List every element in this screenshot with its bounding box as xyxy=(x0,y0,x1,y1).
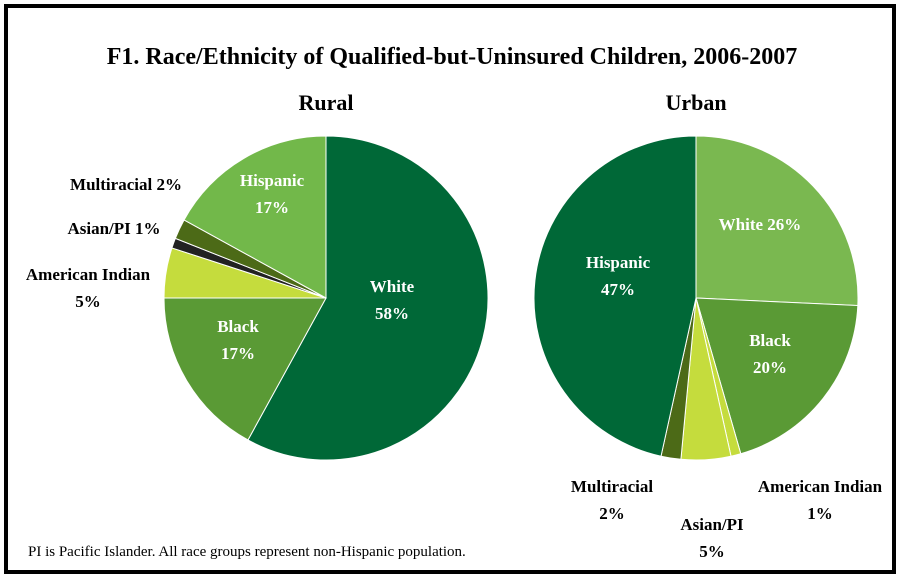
rural-label-american-indian: American Indian 5% xyxy=(26,265,151,311)
chart-title: F1. Race/Ethnicity of Qualified-but-Unin… xyxy=(107,44,798,70)
urban-label-multiracial-line: Multiracial xyxy=(571,477,653,496)
urban-label-american-indian: American Indian 1% xyxy=(758,477,883,523)
urban-label-black-line: Black xyxy=(749,331,791,350)
urban-slice-hispanic xyxy=(533,135,697,457)
urban-label-hispanic-line: Hispanic xyxy=(586,253,651,272)
rural-label-multiracial: Multiracial 2% xyxy=(70,175,182,194)
rural-label-white-line: White xyxy=(370,277,415,296)
rural-pie: White 58% Black 17% American Indian 5% Asian/P… xyxy=(26,135,489,461)
urban-label-multiracial-line: 2% xyxy=(599,504,625,523)
rural-label-white: White 58% xyxy=(370,277,415,323)
rural-pie-title: Rural xyxy=(299,90,354,115)
rural-slice-hispanic xyxy=(183,135,327,299)
urban-pie: White 26% Black 20% American Indian 1% Asian/… xyxy=(533,135,883,561)
rural-label-hispanic: Hispanic 17% xyxy=(240,171,305,217)
urban-label-american-indian-line: 1% xyxy=(807,504,833,523)
rural-label-american-indian-line: 5% xyxy=(75,292,101,311)
footnote: PI is Pacific Islander. All race groups … xyxy=(28,544,466,560)
urban-label-asian-pi-line: 5% xyxy=(699,542,725,561)
rural-label-american-indian-line: American Indian xyxy=(26,265,151,284)
urban-label-american-indian-line: American Indian xyxy=(758,477,883,496)
urban-label-hispanic-line: 47% xyxy=(601,280,635,299)
rural-label-hispanic-line: 17% xyxy=(255,198,289,217)
urban-label-white-line: White 26% xyxy=(719,215,802,234)
rural-label-white-line: 58% xyxy=(375,304,409,323)
urban-label-hispanic: Hispanic 47% xyxy=(586,253,651,299)
urban-label-white: White 26% xyxy=(719,215,802,234)
urban-pie-title: Urban xyxy=(665,90,726,115)
rural-slice-white xyxy=(247,135,489,461)
urban-label-asian-pi-line: Asian/PI xyxy=(680,515,744,534)
rural-label-multiracial-line: Multiracial 2% xyxy=(70,175,182,194)
rural-slice-black xyxy=(163,297,327,441)
rural-label-hispanic-line: Hispanic xyxy=(240,171,305,190)
urban-label-asian-pi: Asian/PI 5% xyxy=(680,515,744,561)
rural-label-black-line: 17% xyxy=(221,344,255,363)
rural-label-black: Black 17% xyxy=(217,317,259,363)
rural-label-asian-pi-line: Asian/PI 1% xyxy=(67,219,160,238)
urban-label-multiracial: Multiracial 2% xyxy=(571,477,653,523)
rural-label-asian-pi: Asian/PI 1% xyxy=(67,219,160,238)
urban-slice-black xyxy=(695,297,859,455)
urban-label-black: Black 20% xyxy=(749,331,791,377)
rural-label-black-line: Black xyxy=(217,317,259,336)
urban-label-black-line: 20% xyxy=(753,358,787,377)
urban-slice-white xyxy=(695,135,859,307)
